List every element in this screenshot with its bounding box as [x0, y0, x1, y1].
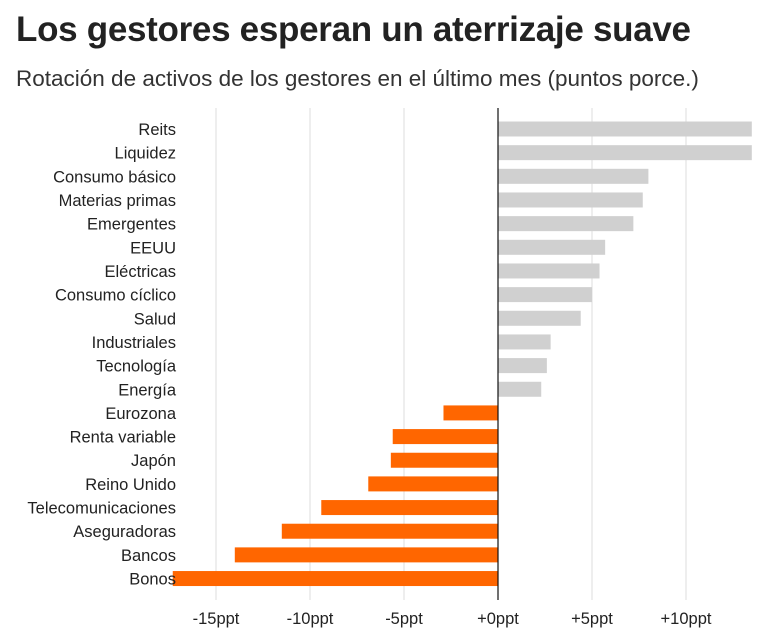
bar	[498, 287, 592, 303]
bar	[321, 500, 498, 516]
gridlines	[215, 108, 687, 600]
bar	[498, 358, 547, 374]
bars	[172, 121, 752, 587]
bar	[498, 145, 752, 161]
category-label: Bonos	[129, 571, 176, 589]
bar	[498, 216, 634, 232]
category-label: Emergentes	[87, 216, 176, 234]
category-label: Consumo básico	[53, 168, 176, 186]
bar	[392, 429, 498, 445]
category-label: Consumo cíclico	[55, 287, 176, 305]
category-label: Aseguradoras	[73, 523, 176, 541]
bar	[498, 334, 551, 350]
x-tick-label: +5ppt	[571, 610, 613, 628]
x-tick-label: -15ppt	[193, 610, 240, 628]
category-label: Materias primas	[59, 192, 176, 210]
bar	[498, 168, 649, 184]
category-label: Liquidez	[115, 145, 176, 163]
category-label: Bancos	[121, 547, 176, 565]
x-axis-ticks: -15ppt -10ppt -5ppt +0ppt +5ppt +10ppt	[193, 610, 712, 628]
category-label: Tecnología	[96, 358, 177, 376]
bar	[281, 523, 498, 539]
bar	[390, 452, 498, 468]
x-tick-label: +0ppt	[477, 610, 519, 628]
category-label: Salud	[134, 310, 176, 328]
bar	[443, 405, 498, 421]
category-label: Renta variable	[70, 429, 176, 447]
category-label: Japón	[131, 452, 176, 470]
x-tick-label: +10ppt	[661, 610, 712, 628]
chart-title: Los gestores esperan un aterrizaje suave	[16, 10, 691, 49]
bar	[498, 263, 600, 279]
category-label: EEUU	[130, 239, 176, 257]
bar	[498, 192, 643, 208]
x-tick-label: -10ppt	[287, 610, 334, 628]
bar	[172, 571, 498, 587]
category-labels: Reits Liquidez Consumo básico Materias prim…	[27, 121, 176, 589]
bar	[234, 547, 499, 563]
category-label: Telecomunicaciones	[27, 500, 176, 518]
category-label: Reino Unido	[85, 476, 176, 494]
bar	[498, 121, 752, 137]
category-label: Eurozona	[105, 405, 176, 423]
bar	[498, 239, 606, 255]
bar	[368, 476, 498, 492]
category-label: Eléctricas	[104, 263, 176, 281]
category-label: Reits	[138, 121, 176, 139]
bar	[498, 310, 581, 326]
category-label: Energía	[118, 381, 177, 399]
bar	[498, 381, 542, 397]
x-tick-label: -5ppt	[385, 610, 423, 628]
category-label: Industriales	[92, 334, 176, 352]
chart-subtitle: Rotación de activos de los gestores en e…	[16, 66, 699, 91]
